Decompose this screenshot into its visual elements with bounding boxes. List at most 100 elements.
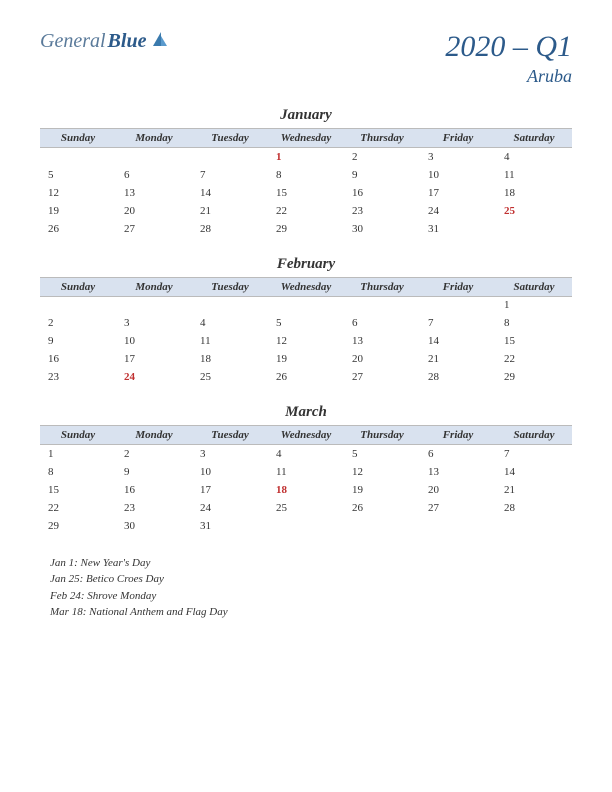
day-cell: 30	[344, 220, 420, 238]
week-row: 9101112131415	[40, 332, 572, 350]
day-cell: 18	[192, 350, 268, 368]
week-row: 16171819202122	[40, 350, 572, 368]
quarter-title: 2020 – Q1	[445, 30, 572, 64]
day-cell: 20	[420, 481, 496, 499]
day-cell: 10	[116, 332, 192, 350]
day-cell: 17	[420, 184, 496, 202]
day-cell: 5	[268, 314, 344, 332]
week-row: 1	[40, 296, 572, 314]
day-header: Friday	[420, 129, 496, 148]
logo: GeneralBlue	[40, 30, 169, 53]
day-cell: 11	[268, 463, 344, 481]
day-header: Wednesday	[268, 277, 344, 296]
week-row: 23242526272829	[40, 368, 572, 386]
day-cell: 19	[40, 202, 116, 220]
day-cell: 5	[344, 445, 420, 463]
day-cell: 25	[496, 202, 572, 220]
day-cell: 9	[116, 463, 192, 481]
day-cell: 13	[116, 184, 192, 202]
day-cell: 6	[420, 445, 496, 463]
day-cell: 29	[268, 220, 344, 238]
day-cell	[496, 517, 572, 535]
day-cell: 26	[40, 220, 116, 238]
country-name: Aruba	[445, 66, 572, 87]
day-header: Saturday	[496, 277, 572, 296]
day-header: Tuesday	[192, 426, 268, 445]
day-cell: 7	[192, 166, 268, 184]
day-cell: 23	[344, 202, 420, 220]
day-cell: 28	[496, 499, 572, 517]
day-cell: 6	[344, 314, 420, 332]
day-cell: 17	[116, 350, 192, 368]
month-block: February SundayMondayTuesdayWednesdayThur…	[40, 256, 572, 387]
day-cell	[192, 296, 268, 314]
week-row: 891011121314	[40, 463, 572, 481]
day-cell: 12	[268, 332, 344, 350]
day-cell: 10	[420, 166, 496, 184]
day-cell: 25	[268, 499, 344, 517]
day-header: Tuesday	[192, 129, 268, 148]
day-cell: 13	[420, 463, 496, 481]
day-cell: 22	[496, 350, 572, 368]
day-cell: 14	[420, 332, 496, 350]
day-header: Monday	[116, 129, 192, 148]
holiday-entry: Jan 25: Betico Croes Day	[50, 571, 572, 588]
day-cell	[420, 517, 496, 535]
day-cell: 15	[496, 332, 572, 350]
day-header: Wednesday	[268, 426, 344, 445]
month-name: March	[40, 404, 572, 421]
day-cell: 29	[40, 517, 116, 535]
calendar-table: SundayMondayTuesdayWednesdayThursdayFrid…	[40, 277, 572, 387]
day-cell: 30	[116, 517, 192, 535]
day-cell: 1	[496, 296, 572, 314]
day-cell	[344, 296, 420, 314]
day-header: Thursday	[344, 426, 420, 445]
week-row: 15161718192021	[40, 481, 572, 499]
day-cell: 1	[268, 148, 344, 166]
day-cell: 24	[420, 202, 496, 220]
day-cell: 2	[344, 148, 420, 166]
day-cell: 21	[496, 481, 572, 499]
day-cell: 22	[268, 202, 344, 220]
day-cell: 23	[40, 368, 116, 386]
week-row: 2345678	[40, 314, 572, 332]
day-cell: 20	[116, 202, 192, 220]
day-cell: 18	[496, 184, 572, 202]
day-header: Friday	[420, 277, 496, 296]
day-cell: 5	[40, 166, 116, 184]
title-block: 2020 – Q1 Aruba	[445, 30, 572, 87]
day-cell	[268, 517, 344, 535]
day-cell: 28	[420, 368, 496, 386]
day-cell: 28	[192, 220, 268, 238]
day-cell: 26	[268, 368, 344, 386]
day-cell: 16	[40, 350, 116, 368]
day-cell: 4	[268, 445, 344, 463]
month-name: February	[40, 256, 572, 273]
calendar-table: SundayMondayTuesdayWednesdayThursdayFrid…	[40, 425, 572, 535]
week-row: 262728293031	[40, 220, 572, 238]
day-cell: 16	[344, 184, 420, 202]
day-cell: 3	[420, 148, 496, 166]
week-row: 1234	[40, 148, 572, 166]
week-row: 19202122232425	[40, 202, 572, 220]
month-name: January	[40, 107, 572, 124]
day-cell: 16	[116, 481, 192, 499]
day-cell: 8	[268, 166, 344, 184]
day-header: Sunday	[40, 277, 116, 296]
day-cell: 1	[40, 445, 116, 463]
day-cell	[344, 517, 420, 535]
day-cell: 23	[116, 499, 192, 517]
day-header: Friday	[420, 426, 496, 445]
day-cell: 26	[344, 499, 420, 517]
week-row: 12131415161718	[40, 184, 572, 202]
day-cell: 11	[192, 332, 268, 350]
day-cell: 8	[40, 463, 116, 481]
day-cell: 15	[268, 184, 344, 202]
week-row: 293031	[40, 517, 572, 535]
day-cell	[420, 296, 496, 314]
day-cell: 22	[40, 499, 116, 517]
day-header: Wednesday	[268, 129, 344, 148]
day-header: Monday	[116, 426, 192, 445]
day-header: Sunday	[40, 129, 116, 148]
day-cell: 24	[116, 368, 192, 386]
